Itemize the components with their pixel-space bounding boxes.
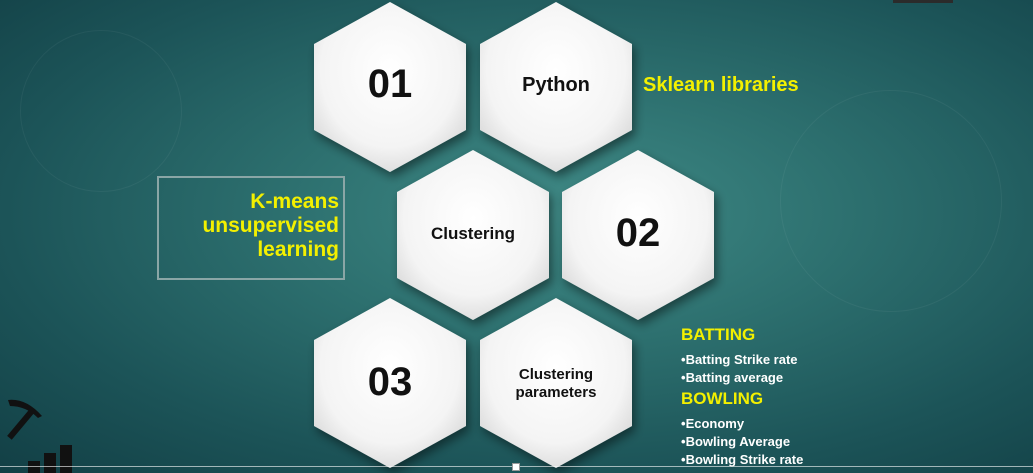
list-item: Batting Strike rate	[681, 351, 798, 369]
batting-title: BATTING	[681, 325, 756, 344]
sklearn-label: Sklearn libraries	[643, 74, 799, 96]
kmeans-box	[157, 176, 345, 280]
hexagon-clustering-parameters	[480, 298, 632, 468]
hexagon-03-label: 03	[367, 360, 413, 404]
hexagon-02	[562, 150, 714, 320]
bowling-title: BOWLING	[681, 389, 764, 408]
top-bar	[893, 0, 953, 3]
kmeans-label: K-means unsupervised learning	[157, 190, 339, 262]
hexagon-clustering-parameters-label: Clustering parameters	[486, 366, 626, 402]
hexagon-python	[480, 2, 632, 172]
kmeans-line2: unsupervised	[202, 214, 339, 237]
hexagon-python-label: Python	[522, 74, 590, 96]
clustering-parameters-line2: parameters	[515, 384, 597, 401]
clustering-parameters-line1: Clustering	[518, 366, 594, 383]
hexagon-03	[314, 298, 466, 468]
pickaxe-icon	[7, 399, 42, 440]
batting-list: Batting Strike rate Batting average	[681, 351, 798, 387]
decorative-circle	[780, 90, 1002, 312]
list-item: Bowling Average	[681, 433, 803, 451]
hexagon-01	[314, 2, 466, 172]
hexagon-clustering-label: Clustering	[430, 224, 516, 243]
bowling-list: Economy Bowling Average Bowling Strike r…	[681, 415, 804, 469]
list-item: Bowling Strike rate	[681, 451, 804, 469]
hexagon-01-label: 01	[367, 62, 413, 106]
kmeans-line1: K-means	[250, 190, 339, 213]
bar-chart-icon	[28, 445, 72, 473]
list-item: Economy	[681, 415, 803, 433]
hexagon-02-label: 02	[615, 211, 661, 255]
hexagon-clustering	[397, 150, 549, 320]
resize-handle[interactable]	[512, 463, 520, 471]
decorative-circle	[20, 30, 182, 192]
kmeans-line3: learning	[257, 238, 339, 261]
list-item: Batting average	[681, 369, 798, 387]
